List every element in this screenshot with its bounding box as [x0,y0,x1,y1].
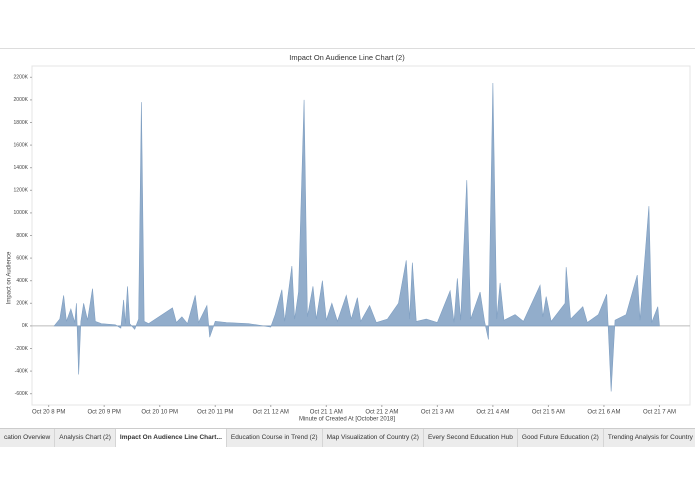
x-tick-label: Oct 20 11 PM [197,410,233,416]
y-tick-label: 1200K [14,188,29,194]
y-tick-label: 400K [16,278,28,284]
x-tick-label: Oct 21 3 AM [421,410,454,416]
x-tick-label: Oct 21 7 AM [643,410,676,416]
y-tick-label: -200K [15,346,29,352]
x-tick-label: Oct 21 4 AM [476,410,509,416]
sheet-tab[interactable]: Impact On Audience Line Chart... [115,429,227,447]
y-axis-label: Impact on Audience [7,251,13,304]
x-tick-label: Oct 21 1 AM [310,410,343,416]
sheet-tab[interactable]: cation Overview [0,429,56,447]
y-tick-label: 1000K [14,210,29,216]
chart: Impact On Audience Line Chart (2) Minute… [0,48,695,423]
x-tick-label: Oct 21 6 AM [587,410,620,416]
y-tick-label: 600K [16,255,28,261]
x-tick-label: Oct 20 10 PM [141,410,178,416]
sheet-tab[interactable]: Analysis Chart (2) [55,429,116,447]
sheet-tab[interactable]: Map Visualization of Country (2) [323,429,424,447]
y-tick-label: 1600K [14,142,29,148]
area [53,82,660,392]
y-tick-label: -400K [15,368,29,374]
y-tick-label: 800K [16,233,28,239]
x-tick-label: Oct 20 9 PM [88,410,121,416]
sheet-tab[interactable]: Education Course in Trend (2) [227,429,323,447]
x-tick-label: Oct 21 12 AM [253,410,289,416]
x-tick-label: Oct 20 8 PM [32,410,65,416]
sheet-tab[interactable]: Trending Analysis for Country (2) [604,429,695,447]
y-tick-label: 200K [16,301,28,307]
y-tick-label: 0K [22,323,29,329]
plot-area [31,65,691,406]
sheet-tab[interactable]: Every Second Education Hub [424,429,518,447]
tab-bar: cation Overview Analysis Chart (2) Impact … [0,428,695,447]
y-tick-label: -600K [15,391,29,397]
y-tick-label: 1800K [14,120,29,126]
y-tick-label: 2000K [14,97,29,103]
x-tick-label: Oct 21 2 AM [365,410,398,416]
y-tick-label: 1400K [14,165,29,171]
chart-title: Impact On Audience Line Chart (2) [289,53,405,62]
sheet-tab[interactable]: Good Future Education (2) [518,429,604,447]
y-tick-label: 2200K [14,75,29,81]
x-axis-label: Minute of Created At [October 2018] [299,417,395,423]
x-tick-label: Oct 21 5 AM [532,410,565,416]
